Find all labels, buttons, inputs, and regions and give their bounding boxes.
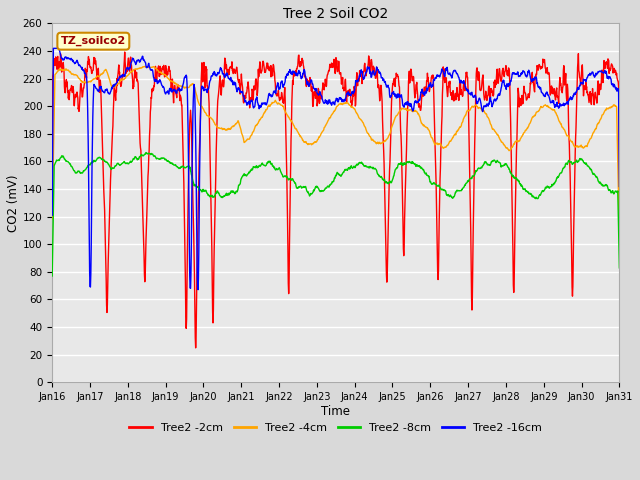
Tree2 -4cm (49, 216, 56, 222)
Tree2 -8cm (49, 273, 56, 279)
Tree2 -4cm (238, 132, 246, 137)
Tree2 -8cm (548, 183, 556, 189)
Tree2 -16cm (499, 78, 506, 84)
Title: Tree 2 Soil CO2: Tree 2 Soil CO2 (283, 7, 388, 21)
Text: TZ_soilco2: TZ_soilco2 (61, 36, 126, 46)
Tree2 -16cm (616, 184, 623, 190)
Y-axis label: CO2 (mV): CO2 (mV) (7, 174, 20, 231)
Tree2 -16cm (49, 212, 56, 218)
Tree2 -16cm (175, 86, 182, 92)
Tree2 -2cm (49, 174, 56, 180)
Tree2 -16cm (49, 46, 57, 51)
Tree2 -4cm (424, 126, 432, 132)
Line: Tree2 -2cm: Tree2 -2cm (52, 52, 620, 348)
Tree2 -8cm (238, 174, 246, 180)
Tree2 -16cm (549, 98, 557, 104)
Tree2 -4cm (161, 72, 169, 77)
Tree2 -16cm (239, 88, 246, 94)
Tree2 -16cm (425, 83, 433, 89)
Tree2 -8cm (142, 150, 150, 156)
Tree2 -2cm (239, 84, 246, 90)
Tree2 -4cm (548, 107, 556, 113)
Tree2 -8cm (499, 163, 506, 169)
Line: Tree2 -8cm: Tree2 -8cm (52, 153, 620, 276)
Tree2 -16cm (194, 287, 202, 292)
Tree2 -16cm (161, 90, 169, 96)
Tree2 -2cm (499, 67, 506, 72)
Tree2 -4cm (616, 234, 623, 240)
Tree2 -2cm (192, 345, 200, 351)
Tree2 -8cm (161, 157, 169, 163)
X-axis label: Time: Time (321, 405, 350, 418)
Tree2 -2cm (121, 49, 129, 55)
Tree2 -8cm (424, 173, 432, 179)
Tree2 -2cm (616, 180, 623, 185)
Tree2 -4cm (175, 84, 182, 89)
Legend: Tree2 -2cm, Tree2 -4cm, Tree2 -8cm, Tree2 -16cm: Tree2 -2cm, Tree2 -4cm, Tree2 -8cm, Tree… (125, 419, 547, 438)
Line: Tree2 -16cm: Tree2 -16cm (52, 48, 620, 289)
Tree2 -4cm (141, 63, 148, 69)
Tree2 -4cm (499, 140, 506, 145)
Tree2 -2cm (161, 73, 169, 79)
Tree2 -2cm (549, 89, 557, 95)
Tree2 -2cm (175, 85, 182, 91)
Tree2 -2cm (425, 83, 433, 88)
Tree2 -8cm (616, 265, 623, 271)
Line: Tree2 -4cm: Tree2 -4cm (52, 66, 620, 237)
Tree2 -8cm (175, 165, 182, 171)
